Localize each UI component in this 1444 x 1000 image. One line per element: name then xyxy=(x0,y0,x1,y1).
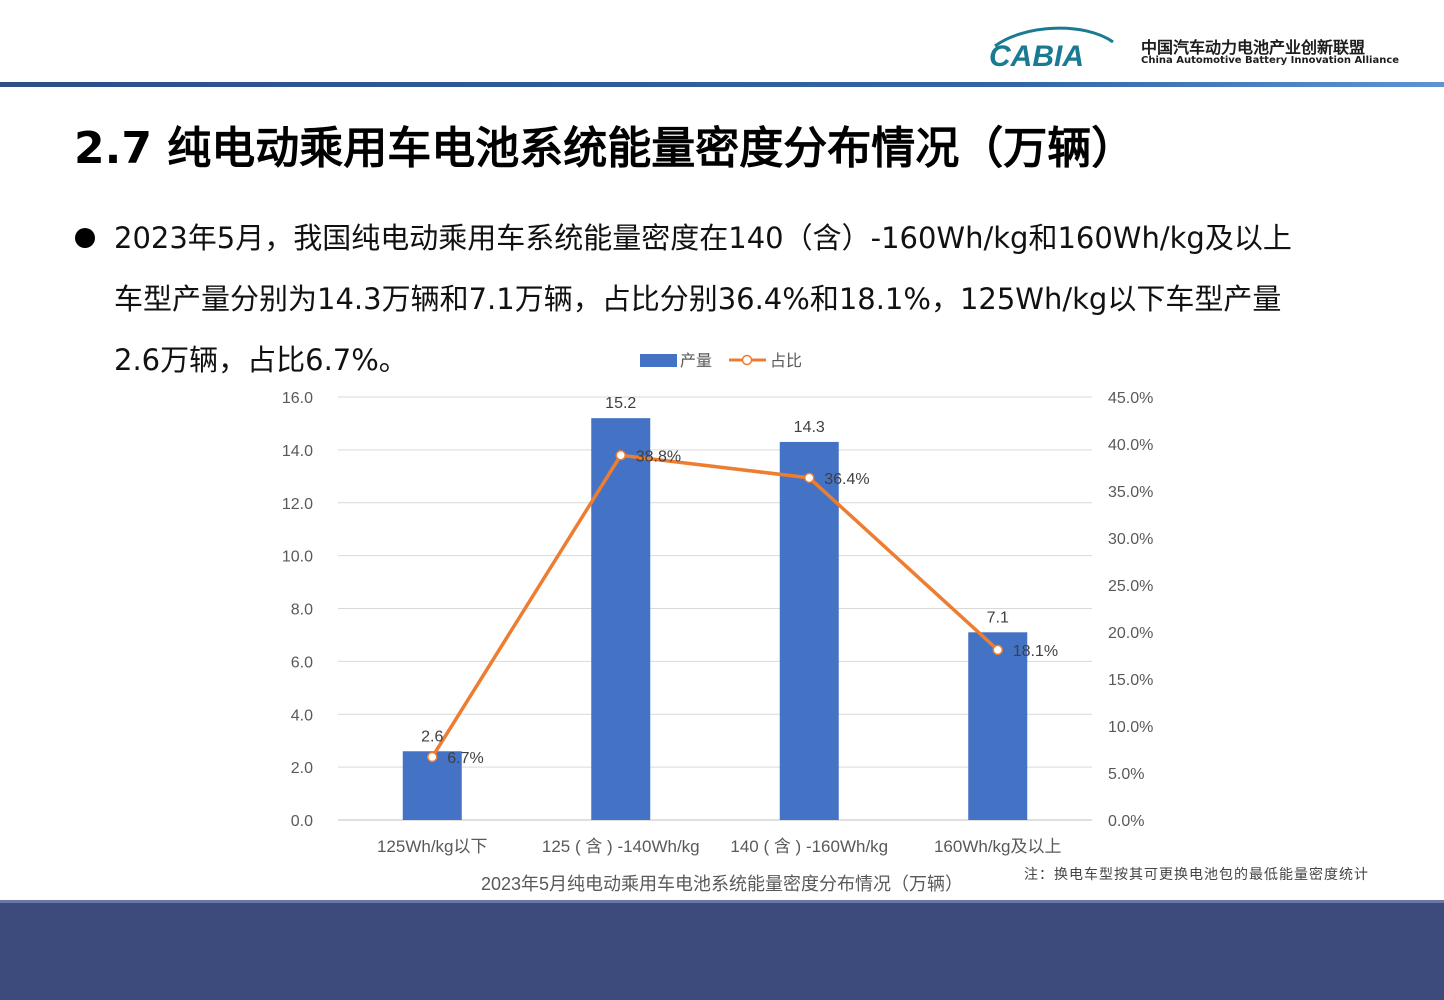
bar-2 xyxy=(591,418,651,820)
bar-data-label: 2.6 xyxy=(421,728,443,745)
paragraph-line-2: 车型产量分别为14.3万辆和7.1万辆，占比分别36.4%和18.1%，125W… xyxy=(114,282,1282,316)
right-axis-tick-label: 10.0% xyxy=(1108,719,1153,736)
share-line xyxy=(430,453,999,758)
right-axis-tick-label: 25.0% xyxy=(1108,578,1153,595)
right-axis-tick-label: 40.0% xyxy=(1108,437,1153,454)
right-axis-tick-label: 5.0% xyxy=(1108,766,1144,783)
bar-data-label: 7.1 xyxy=(987,609,1009,626)
x-axis-tick-label: 125Wh/kg以下 xyxy=(377,837,488,856)
page-title: 2.7 纯电动乘用车电池系统能量密度分布情况（万辆） xyxy=(74,123,1136,174)
header-divider xyxy=(0,82,1444,87)
x-axis-tick-label: 125 ( 含 ) -140Wh/kg xyxy=(542,837,700,856)
share-point xyxy=(615,450,626,461)
logo-mark-text: CABIA xyxy=(989,40,1084,72)
right-axis-tick-label: 45.0% xyxy=(1108,390,1153,407)
share-point xyxy=(992,644,1003,656)
bar-data-label: 14.3 xyxy=(794,419,825,436)
bullet-dot xyxy=(75,228,95,248)
footer-divider xyxy=(0,900,1444,903)
left-axis-tick-label: 4.0 xyxy=(291,707,313,724)
right-axis-tick-label: 0.0% xyxy=(1108,813,1144,830)
chart-title: 2023年5月纯电动乘用车电池系统能量密度分布情况（万辆） xyxy=(481,874,963,894)
right-axis-tick-label: 15.0% xyxy=(1108,672,1153,689)
footer-band xyxy=(0,903,1444,1000)
share-point xyxy=(427,751,438,763)
right-axis-tick-label: 35.0% xyxy=(1108,484,1153,501)
cabia-logo: CABIA 中国汽车动力电池产业创新联盟 China Automotive Ba… xyxy=(985,22,1405,73)
x-axis-tick-label: 160Wh/kg及以上 xyxy=(934,837,1062,856)
left-axis-tick-label: 8.0 xyxy=(291,602,313,619)
paragraph-line-3: 2.6万辆，占比6.7%。 xyxy=(114,343,408,377)
left-axis-tick-label: 2.0 xyxy=(291,760,313,777)
right-axis-tick-label: 30.0% xyxy=(1108,531,1153,548)
x-axis-tick-label: 140 ( 含 ) -160Wh/kg xyxy=(730,837,888,856)
left-axis-tick-label: 10.0 xyxy=(282,549,313,566)
bar-3 xyxy=(779,441,839,820)
bar-data-label: 15.2 xyxy=(605,395,636,412)
left-axis-tick-label: 14.0 xyxy=(282,443,313,460)
line-data-label: 36.4% xyxy=(824,471,869,488)
line-data-label: 18.1% xyxy=(1013,643,1058,660)
line-data-label: 6.7% xyxy=(447,750,483,767)
org-name-cn: 中国汽车动力电池产业创新联盟 xyxy=(1141,38,1366,57)
share-point xyxy=(804,472,815,484)
left-axis-tick-label: 16.0 xyxy=(282,390,313,407)
bar-1 xyxy=(402,751,462,820)
bar-4 xyxy=(968,632,1028,820)
chart-note: 注：换电车型按其可更换电池包的最低能量密度统计 xyxy=(1024,867,1369,883)
left-axis-tick-label: 12.0 xyxy=(282,496,313,513)
org-name-en: China Automotive Battery Innovation Alli… xyxy=(1141,55,1400,66)
line-data-label: 38.8% xyxy=(636,448,681,465)
paragraph-line-1: 2023年5月，我国纯电动乘用车系统能量密度在140（含）-160Wh/kg和1… xyxy=(114,221,1292,255)
left-axis-tick-label: 6.0 xyxy=(291,654,313,671)
right-axis-tick-label: 20.0% xyxy=(1108,625,1153,642)
left-axis-tick-label: 0.0 xyxy=(291,813,313,830)
cabia-logo-mark: CABIA xyxy=(989,26,1114,73)
